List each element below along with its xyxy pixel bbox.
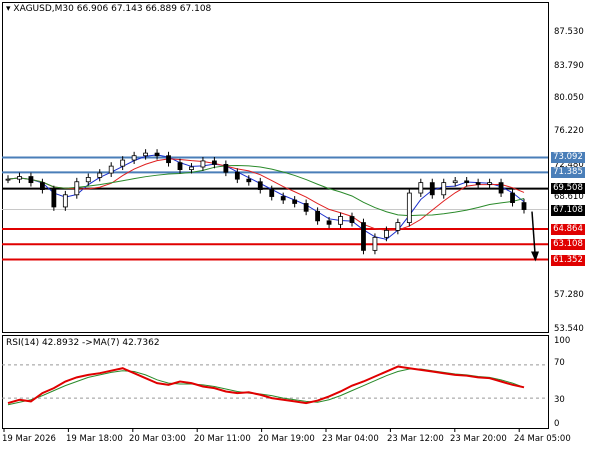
time-tick: 20 Mar 03:00 — [129, 434, 186, 444]
price-pane — [2, 2, 549, 333]
time-tick: 20 Mar 11:00 — [194, 434, 251, 444]
candle-body — [200, 160, 206, 168]
candle-body — [189, 166, 194, 171]
rsi-tick: 30 — [554, 395, 565, 405]
price-tick: 68.610 — [554, 192, 584, 202]
candle-body — [40, 182, 45, 190]
candle-body — [223, 163, 229, 173]
forecast-arrow-head — [531, 251, 539, 262]
rsi-pane — [2, 335, 549, 429]
candle-body — [120, 159, 126, 167]
candle-body — [338, 216, 343, 225]
level-label-69508: 69.508 — [551, 183, 585, 194]
candle-body — [131, 155, 137, 161]
candle-body — [441, 182, 447, 196]
rsi-levels — [2, 364, 548, 399]
rsi-tick: 100 — [554, 336, 571, 346]
forecast-arrow-shaft — [531, 211, 536, 254]
candle-body — [5, 178, 11, 181]
candle-body — [361, 222, 366, 251]
candle-body — [97, 172, 103, 178]
candle-body — [269, 189, 275, 197]
candle-body — [429, 182, 435, 196]
candle-body — [211, 160, 217, 165]
candle-body — [28, 176, 34, 184]
candle-body — [521, 202, 527, 210]
level-label-64864: 64.864 — [551, 224, 585, 235]
level-label-61352: 61.352 — [551, 255, 585, 266]
candle-body — [326, 220, 332, 225]
candle-body — [292, 199, 298, 204]
ma-mid-line — [7, 158, 525, 231]
time-tick: 23 Mar 12:00 — [387, 434, 444, 444]
price-tick: 83.790 — [554, 61, 584, 71]
symbol-menu-icon[interactable]: ▾ — [6, 4, 11, 14]
chart-frame — [2, 2, 549, 432]
candle-body — [349, 216, 355, 223]
time-tick: 20 Mar 19:00 — [258, 434, 315, 444]
time-tick: 19 Mar 2026 — [2, 434, 56, 444]
candle-body — [464, 180, 470, 184]
price-tick: 72.480 — [554, 160, 584, 170]
chart-header: ▾ XAGUSD,M30 66.906 67.143 66.889 67.108 — [6, 4, 211, 15]
time-tick: 24 Mar 05:00 — [514, 434, 571, 444]
rsi-label: RSI(14) 42.8932 ->MA(7) 42.7362 — [6, 338, 160, 348]
ohlc-readout: 66.906 67.143 66.889 67.108 — [76, 4, 212, 14]
time-tick: 23 Mar 20:00 — [450, 434, 507, 444]
candle-body — [372, 236, 378, 251]
candle-body — [51, 189, 57, 208]
candle-body — [166, 155, 171, 164]
candle-body — [280, 196, 286, 201]
rsi-tick: 70 — [554, 358, 565, 368]
candle-body — [62, 194, 68, 208]
candle-body — [17, 176, 22, 180]
candle-body — [257, 181, 263, 190]
candle-body — [154, 152, 160, 157]
moving-averages — [7, 154, 525, 240]
forecast-arrow — [531, 211, 539, 262]
level-label-73092: 73.092 — [551, 152, 585, 163]
candle-body — [498, 182, 504, 194]
candle-body — [418, 182, 424, 194]
rsi-plot — [7, 365, 525, 406]
candle-body — [85, 177, 91, 183]
ma-slow-line — [7, 165, 525, 217]
candle-body — [108, 165, 114, 174]
price-tick: 76.220 — [554, 126, 584, 136]
price-tick: 87.530 — [554, 27, 584, 37]
candle-body — [74, 181, 80, 196]
candle-body — [475, 182, 481, 185]
candle-body — [510, 192, 515, 204]
candle-body — [143, 152, 149, 157]
price-levels — [2, 156, 548, 261]
symbol-timeframe: XAGUSD,M30 — [13, 4, 74, 14]
candle-body — [487, 182, 493, 185]
candle-body — [395, 222, 401, 231]
ma-fast-line — [7, 154, 525, 240]
price-tick: 53.540 — [554, 324, 584, 334]
candle-body — [303, 203, 309, 212]
rsi-tick: 0 — [554, 419, 560, 429]
time-tick: 23 Mar 04:00 — [322, 434, 379, 444]
candle-body — [246, 178, 252, 183]
time-tick: 19 Mar 18:00 — [66, 434, 123, 444]
candle-body — [177, 162, 183, 171]
level-label-71385: 71.385 — [551, 167, 585, 178]
candle-body — [406, 192, 412, 223]
candle-body — [383, 229, 389, 238]
price-tick: 80.050 — [554, 93, 584, 103]
price-candles — [5, 149, 527, 255]
rsi-line — [7, 365, 525, 405]
price-tick: 57.280 — [554, 290, 584, 300]
current-price-label: 67.108 — [551, 205, 585, 216]
level-label-63108: 63.108 — [551, 239, 585, 250]
candle-body — [452, 180, 458, 184]
candle-body — [234, 171, 240, 180]
candle-body — [315, 210, 321, 222]
